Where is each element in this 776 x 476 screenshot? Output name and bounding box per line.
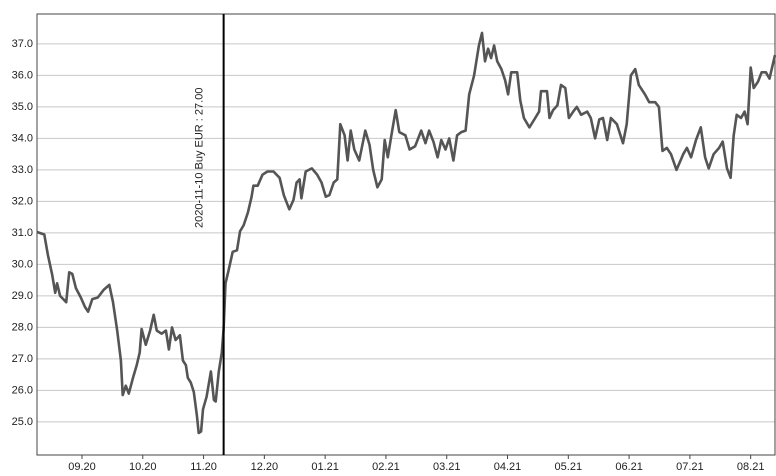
x-tick-label: 02.21 (372, 461, 400, 473)
y-tick-label: 33.0 (12, 164, 33, 176)
x-tick-label: 07.21 (676, 461, 704, 473)
y-tick-label: 29.0 (12, 290, 33, 302)
y-tick-label: 35.0 (12, 101, 33, 113)
x-tick-label: 11.20 (190, 461, 217, 473)
x-tick-label: 03.21 (433, 461, 461, 473)
x-tick-label: 09.20 (68, 461, 96, 473)
y-tick-label: 27.0 (12, 353, 33, 365)
y-tick-label: 32.0 (12, 195, 33, 207)
y-tick-label: 36.0 (12, 69, 33, 81)
y-tick-label: 26.0 (12, 384, 33, 396)
y-tick-label: 28.0 (12, 321, 33, 333)
y-tick-label: 30.0 (12, 258, 33, 270)
y-tick-label: 25.0 (12, 416, 33, 428)
x-tick-label: 01.21 (311, 461, 339, 473)
x-tick-label: 12.20 (251, 461, 279, 473)
y-tick-label: 31.0 (12, 227, 33, 239)
plot-frame (36, 13, 776, 456)
price-line (36, 31, 776, 435)
x-tick-label: 06.21 (615, 461, 643, 473)
x-tick-label: 04.21 (494, 461, 522, 473)
x-tick-label: 08.21 (737, 461, 765, 473)
y-tick-label: 37.0 (12, 38, 33, 50)
x-tick-label: 05.21 (555, 461, 583, 473)
annotation-text: 2020-11-10 Buy EUR : 27.00 (194, 88, 206, 228)
x-tick-label: 10.20 (129, 461, 157, 473)
y-tick-label: 34.0 (12, 132, 33, 144)
